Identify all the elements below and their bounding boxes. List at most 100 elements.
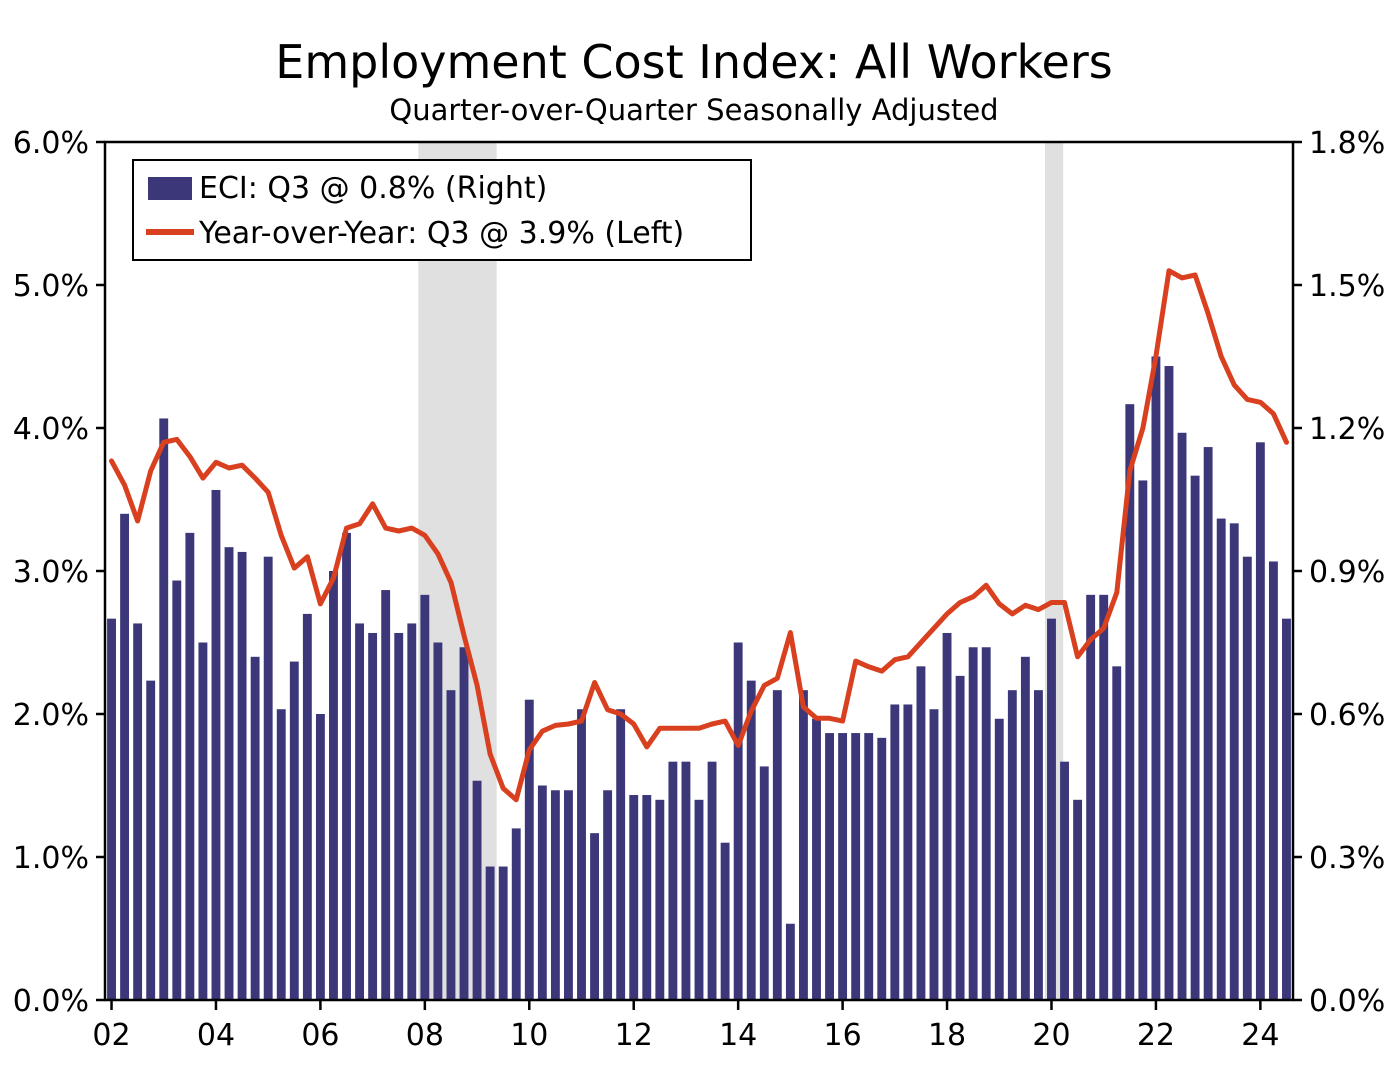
right-axis-tick-label: 0.9%: [1309, 555, 1385, 590]
chart-subtitle: Quarter-over-Quarter Seasonally Adjusted: [389, 93, 998, 127]
recession-band: [418, 142, 497, 1000]
eci-bar: [616, 709, 626, 1000]
x-axis-tick-label: 16: [824, 1018, 862, 1053]
eci-bar: [368, 632, 378, 1000]
eci-bar: [172, 580, 182, 1000]
eci-bar: [472, 780, 482, 1000]
eci-bar: [1125, 404, 1135, 1001]
eci-bar: [707, 761, 717, 1000]
eci-bar: [537, 785, 547, 1000]
eci-bar: [250, 656, 260, 1000]
right-axis-tick-label: 1.5%: [1309, 269, 1385, 304]
plot-frame: [103, 140, 1295, 1002]
eci-bar: [1112, 666, 1122, 1000]
eci-bar: [381, 590, 391, 1000]
legend-line-label: Year-over-Year: Q3 @ 3.9% (Left): [198, 216, 684, 251]
eci-bar: [1282, 618, 1291, 1000]
eci-bar: [1190, 475, 1200, 1001]
chart-title: Employment Cost Index: All Workers: [275, 35, 1112, 89]
eci-bar: [446, 690, 456, 1000]
eci-bar: [1020, 656, 1030, 1000]
eci-bar: [1216, 518, 1226, 1000]
eci-bar: [694, 799, 704, 1000]
eci-bar: [263, 556, 273, 1000]
eci-bar: [903, 704, 913, 1000]
left-axis-tick-label: 4.0%: [13, 412, 89, 447]
eci-bar: [355, 623, 365, 1000]
axis-ticks: [96, 140, 1302, 1010]
eci-bar: [629, 795, 639, 1000]
eci-bar: [785, 923, 795, 1000]
eci-bar: [759, 766, 769, 1000]
eci-bar: [394, 632, 404, 1000]
eci-bar: [120, 513, 130, 1000]
legend-bar-swatch: [148, 177, 192, 200]
eci-bar: [407, 623, 417, 1000]
eci-bar: [550, 790, 560, 1000]
x-axis-tick-label: 02: [92, 1018, 130, 1053]
eci-bar: [955, 675, 965, 1000]
eci-bar: [1099, 594, 1109, 1000]
eci-bar: [1047, 618, 1056, 1000]
eci-bar: [224, 547, 234, 1000]
eci-bar: [1164, 366, 1174, 1000]
left-axis-tick-label: 5.0%: [13, 269, 89, 304]
right-axis-tick-label: 0.6%: [1309, 698, 1385, 733]
eci-bar-series: [107, 356, 1291, 1001]
eci-bar: [524, 699, 534, 1000]
eci-bar: [864, 733, 874, 1000]
eci-bar: [1203, 447, 1213, 1001]
left-axis-tick-label: 0.0%: [13, 984, 89, 1019]
eci-bar: [459, 647, 469, 1000]
eci-bar: [146, 680, 156, 1000]
eci-bar: [485, 866, 495, 1000]
eci-bar: [916, 666, 926, 1000]
eci-bar: [107, 618, 116, 1000]
eci-bar: [825, 733, 834, 1000]
eci-bar: [746, 680, 756, 1000]
yoy-line: [109, 268, 1289, 803]
eci-bar: [603, 790, 613, 1000]
eci-bar: [1060, 761, 1069, 1000]
eci-bar: [733, 642, 743, 1000]
x-axis-tick-label: 22: [1137, 1018, 1175, 1053]
x-axis-tick-label: 20: [1032, 1018, 1070, 1053]
eci-bar: [968, 647, 978, 1000]
eci-bar: [890, 704, 900, 1000]
x-axis-tick-label: 10: [510, 1018, 548, 1053]
eci-bar: [812, 718, 821, 1000]
eci-bar: [211, 489, 221, 1000]
eci-bar: [564, 790, 573, 1000]
right-axis-tick-label: 1.8%: [1309, 126, 1385, 161]
eci-bar: [1177, 432, 1187, 1000]
eci-bar: [1086, 594, 1096, 1000]
eci-bar: [642, 795, 652, 1000]
eci-bar: [329, 571, 338, 1000]
eci-bar: [1255, 442, 1265, 1000]
eci-bar: [655, 799, 665, 1000]
eci-bar: [942, 632, 952, 1000]
eci-bar: [838, 733, 848, 1000]
eci-bar: [1229, 523, 1239, 1000]
eci-bar: [1033, 690, 1043, 1000]
eci-bar: [1007, 690, 1017, 1000]
eci-bar: [720, 842, 730, 1000]
eci-bar: [1268, 561, 1278, 1000]
left-axis-tick-label: 1.0%: [13, 841, 89, 876]
eci-bar: [315, 714, 325, 1000]
eci-bar: [577, 709, 586, 1000]
eci-bar: [433, 642, 443, 1000]
legend-box: [132, 159, 752, 261]
x-axis-tick-label: 08: [406, 1018, 444, 1053]
x-axis-tick-label: 04: [197, 1018, 235, 1053]
right-axis-tick-label: 1.2%: [1309, 412, 1385, 447]
eci-bar: [1138, 480, 1148, 1000]
eci-bar: [289, 661, 299, 1000]
left-axis-tick-label: 6.0%: [13, 126, 89, 161]
right-axis-tick-label: 0.3%: [1309, 841, 1385, 876]
eci-bar: [681, 761, 691, 1000]
axis-tick-labels: 0.0% 1.0% 2.0% 3.0% 4.0% 5.0% 6.0% 0.0% 0.3% 0.6%…: [13, 126, 1385, 1053]
eci-bar: [981, 647, 991, 1000]
